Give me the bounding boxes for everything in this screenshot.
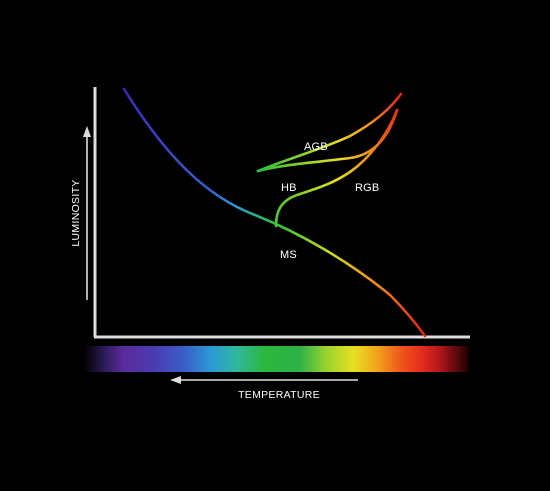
ms-label: MS — [280, 249, 297, 261]
temperature-spectrum-bar — [84, 346, 469, 372]
main-sequence-curve — [122, 87, 427, 338]
agb-label: AGB — [304, 141, 328, 153]
horizontal-branch-curve — [256, 108, 399, 173]
luminosity-arrow-head — [83, 126, 91, 137]
asymptotic-giant-branch-curve — [256, 92, 403, 173]
hb-label: HB — [281, 182, 297, 194]
luminosity-axis-title: LUMINOSITY — [70, 179, 82, 246]
temperature-axis-title: TEMPERATURE — [238, 389, 320, 401]
rgb-label: RGB — [355, 182, 379, 194]
red-giant-branch-curve — [274, 108, 399, 228]
temperature-arrow-head — [170, 376, 181, 384]
